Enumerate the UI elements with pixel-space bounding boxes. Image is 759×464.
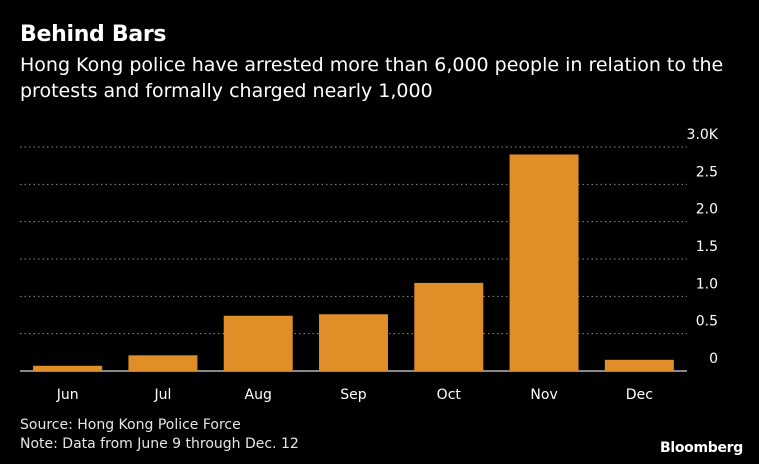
bar-jul bbox=[128, 355, 198, 371]
x-tick-label: Aug bbox=[245, 387, 272, 403]
chart-subtitle: Hong Kong police have arrested more than… bbox=[20, 54, 724, 102]
y-tick-label: 2.0 bbox=[696, 202, 718, 218]
source-note: Source: Hong Kong Police Force bbox=[20, 417, 241, 433]
bar-jun bbox=[33, 365, 103, 371]
x-tick-label: Jun bbox=[56, 387, 79, 403]
x-tick-label: Oct bbox=[437, 387, 462, 403]
bar-oct bbox=[414, 282, 484, 371]
bar-nov bbox=[509, 154, 579, 371]
chart-title: Behind Bars bbox=[20, 22, 167, 47]
bar-sep bbox=[319, 314, 388, 371]
bloomberg-logo: Bloomberg bbox=[659, 440, 743, 456]
x-tick-label: Nov bbox=[530, 387, 557, 403]
x-tick-label: Sep bbox=[340, 387, 367, 403]
x-tick-label: Jul bbox=[153, 387, 171, 403]
x-tick-label: Dec bbox=[626, 387, 653, 403]
y-tick-label: 3.0K bbox=[687, 127, 719, 143]
data-note: Note: Data from June 9 through Dec. 12 bbox=[20, 436, 299, 452]
y-tick-label: 1.0 bbox=[696, 276, 718, 292]
bar-dec bbox=[604, 359, 674, 371]
bar-aug bbox=[223, 315, 293, 371]
y-tick-label: 1.5 bbox=[696, 239, 718, 255]
y-tick-label: 0.5 bbox=[696, 314, 718, 330]
y-tick-label: 0 bbox=[709, 351, 718, 367]
y-tick-label: 2.5 bbox=[696, 164, 718, 180]
